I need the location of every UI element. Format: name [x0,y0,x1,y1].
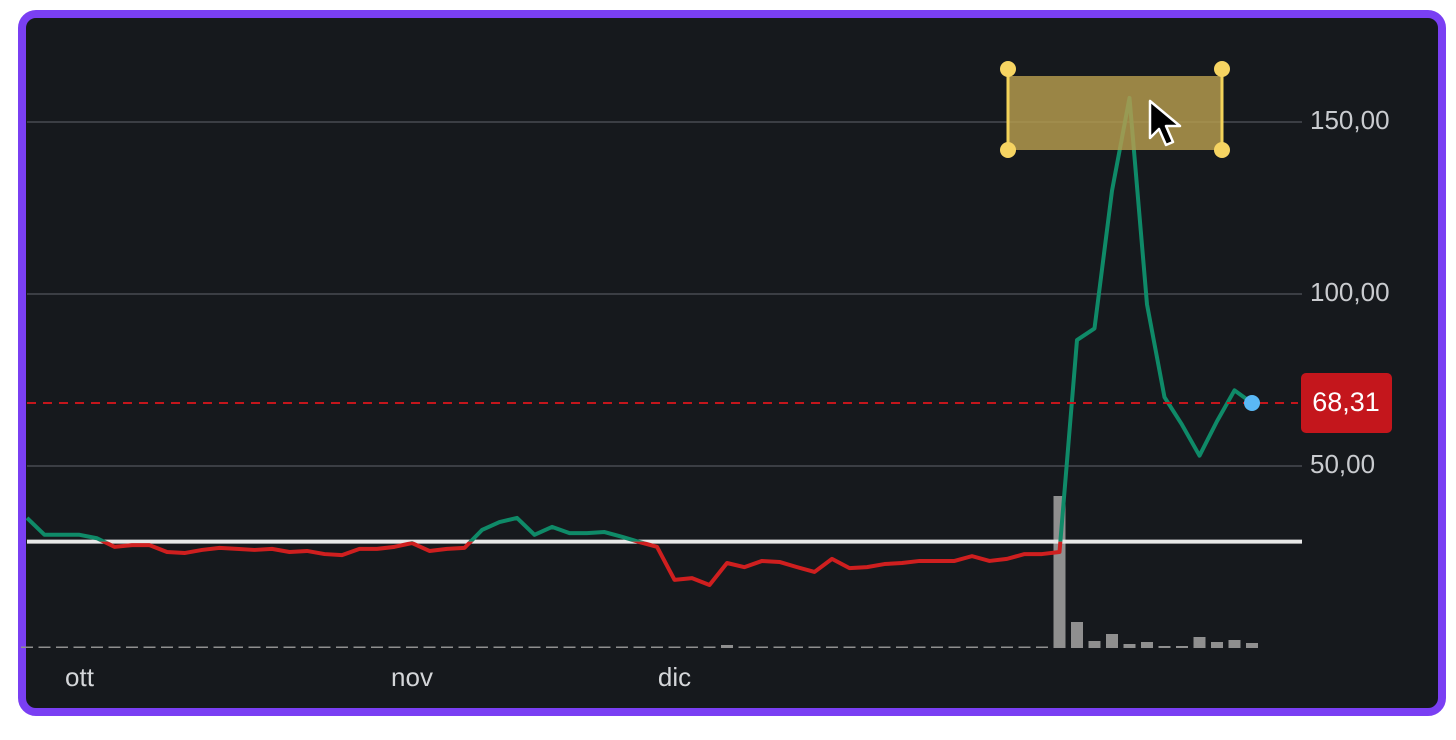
price-line-below [99,541,1063,588]
volume-bar [931,646,943,648]
volume-bar [808,646,821,648]
x-tick-label: dic [658,662,691,692]
volume-bar [406,646,418,648]
volume-bar [73,646,86,648]
annotation-handle[interactable] [1000,142,1016,158]
volume-bar [511,646,523,648]
volume-bar [563,646,576,648]
volume-bar [528,646,541,648]
volume-bar [1176,646,1188,648]
volume-bar [126,646,138,648]
volume-bar [1088,641,1101,648]
annotation-handle[interactable] [1000,61,1016,77]
volume-bar [686,646,698,648]
annotation-handle[interactable] [1214,61,1230,77]
volume-bar [161,646,173,648]
volume-bar [1141,642,1153,648]
volume-bar [721,645,733,648]
last-price-badge [1301,373,1392,434]
y-tick-label: 100,00 [1310,277,1390,307]
volume-bar [861,646,873,648]
volume-bar [966,646,978,648]
volume-bar [773,646,786,648]
drawing-annotation[interactable] [1000,61,1230,158]
x-tick-label: ott [65,662,95,692]
volume-bar [91,646,103,648]
volume-bar [1036,646,1048,648]
last-point-marker [1244,395,1260,412]
mouse-cursor [1148,99,1182,147]
volume-bar [598,646,611,648]
volume-bar [143,646,156,648]
volume-bar [441,646,453,648]
volume-bar [178,646,191,648]
volume-bar [56,646,68,648]
annotation-box[interactable] [1008,76,1222,150]
volume-bar [318,646,331,648]
volume-bar [248,646,261,648]
volume-bar [983,646,996,648]
volume-bar [458,646,471,648]
volume-bar [948,646,961,648]
volume-bar [38,646,51,648]
volume-bar [231,646,243,648]
volume-bar [1123,644,1136,648]
volume-bar [1106,634,1118,648]
volume-bar [1001,646,1013,648]
volume-bar [1193,637,1206,648]
volume-bar [476,646,488,648]
volume-bar [1211,642,1223,648]
volume-bar [1246,643,1258,648]
x-tick-label: nov [391,662,433,692]
volume-bar [791,646,803,648]
volume-bar [266,646,278,648]
annotation-handle[interactable] [1214,142,1230,158]
volume-bar [843,646,856,648]
volume-bar [108,646,121,648]
volume-bar [301,646,313,648]
volume-bar [581,646,593,648]
volume-bar [1158,646,1171,648]
volume-bar [423,646,436,648]
volume-bar [826,646,838,648]
volume-bar [616,646,628,648]
volume-bar [336,646,348,648]
last-price-label: 68,31 [1312,387,1380,417]
volume-bar [371,646,383,648]
volume-bar [213,646,226,648]
volume-bar [756,646,768,648]
volume-bar [913,646,926,648]
volume-bar [388,646,401,648]
volume-bar [1071,622,1083,648]
volume-bar [651,646,663,648]
volume-bar [633,646,646,648]
volume-bar [493,646,506,648]
volume-bar [896,646,908,648]
y-tick-label: 150,00 [1310,105,1390,135]
volume-bar [703,646,716,648]
chart-frame [18,10,1446,716]
volume-bar [1018,646,1031,648]
volume-bar [283,646,296,648]
volume-bar [738,646,751,648]
volume-bar [668,646,681,648]
volume-bar [1228,640,1241,648]
volume-bar [196,646,208,648]
y-tick-label: 50,00 [1310,449,1375,479]
volume-bar [21,646,33,648]
volume-bar [878,646,891,648]
volume-bar [546,646,558,648]
volume-bar [353,646,366,648]
